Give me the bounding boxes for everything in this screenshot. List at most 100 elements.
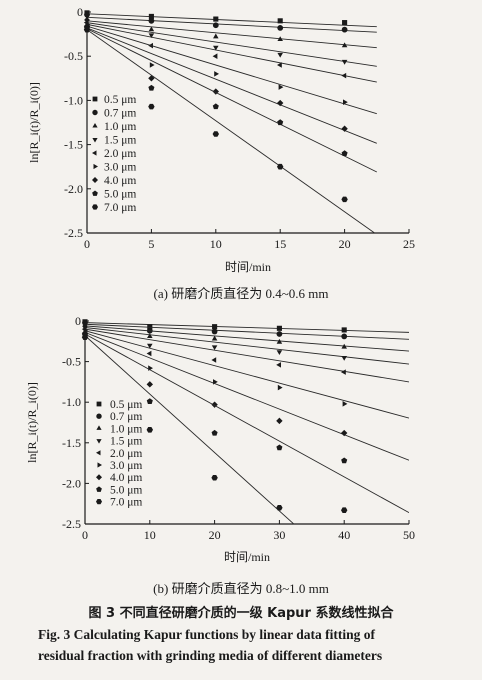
fit-line	[85, 325, 409, 352]
fit-line	[87, 22, 377, 67]
legend-label: 0.7 μm	[110, 411, 142, 423]
fit-line	[85, 330, 409, 419]
y-tick-label: -2.5	[62, 517, 81, 531]
data-point	[212, 53, 218, 59]
fit-line	[87, 23, 377, 83]
legend-label: 1.5 μm	[110, 436, 142, 448]
data-point	[148, 75, 155, 82]
panel-a-label: (a) 研磨介质直径为 0.4~0.6 mm	[153, 286, 329, 301]
data-point	[147, 324, 153, 330]
data-point	[341, 343, 347, 349]
data-point	[341, 72, 347, 79]
data-point	[276, 417, 283, 425]
legend-label: 2.0 μm	[104, 148, 136, 160]
fit-line	[87, 28, 377, 173]
y-axis-label: ln[R_i(t)/R_i(0)]	[25, 382, 39, 463]
legend-label: 4.0 μm	[110, 472, 142, 484]
legend-marker	[96, 486, 102, 492]
legend-marker	[96, 499, 102, 505]
x-tick-label: 50	[403, 528, 415, 542]
data-point	[214, 71, 219, 77]
figure-caption-chinese: 图 3 不同直径研磨介质的一级 Kapur 系数线性拟合	[88, 606, 394, 621]
x-tick-label: 5	[148, 237, 154, 251]
x-tick-label: 20	[209, 528, 221, 542]
data-point	[276, 350, 283, 356]
caption-en-line-2: residual fraction with grinding media of…	[38, 648, 383, 663]
fit-line	[87, 27, 377, 144]
y-tick-label: -0.5	[64, 49, 83, 63]
fit-line	[85, 328, 409, 383]
data-point	[148, 84, 155, 91]
legend-marker	[96, 413, 102, 419]
data-point	[341, 369, 346, 375]
legend-marker	[96, 425, 102, 430]
data-point	[212, 324, 218, 330]
legend-marker	[96, 450, 101, 456]
y-tick-label: -1.0	[64, 93, 83, 107]
legend-marker	[92, 123, 98, 128]
data-point	[278, 84, 284, 90]
data-point	[211, 335, 218, 341]
data-point	[277, 62, 282, 68]
legend-label: 7.0 μm	[104, 202, 136, 214]
legend-label: 0.5 μm	[110, 399, 142, 411]
data-point	[276, 362, 281, 368]
data-point	[341, 150, 348, 157]
data-point	[147, 333, 153, 339]
legend-label: 3.0 μm	[110, 460, 142, 472]
legend-label: 7.0 μm	[110, 497, 142, 509]
legend-label: 1.0 μm	[104, 121, 136, 133]
data-point	[147, 343, 153, 349]
legend-label: 1.5 μm	[104, 135, 136, 147]
data-point	[341, 457, 348, 464]
y-tick-label: 0	[75, 314, 81, 328]
data-point	[276, 325, 282, 331]
legend-label: 3.0 μm	[104, 162, 136, 174]
legend-marker	[97, 462, 102, 468]
legend-marker	[96, 401, 102, 407]
fit-line	[85, 331, 409, 461]
data-point	[342, 401, 348, 407]
legend-marker	[92, 204, 98, 210]
y-tick-label: -2.5	[64, 226, 83, 240]
data-point	[82, 321, 88, 327]
fit-line	[87, 16, 377, 33]
y-tick-label: -1.0	[62, 395, 81, 409]
data-point	[213, 16, 219, 22]
legend-marker	[92, 150, 97, 156]
x-tick-label: 10	[210, 237, 222, 251]
data-point	[343, 99, 348, 105]
x-axis-label: 时间/min	[224, 550, 270, 564]
fit-line	[85, 327, 409, 365]
legend-marker	[96, 474, 102, 481]
data-point	[148, 13, 154, 19]
data-point	[341, 125, 348, 132]
fit-line	[87, 29, 376, 233]
legend-label: 0.7 μm	[104, 108, 136, 120]
data-point	[148, 103, 155, 110]
legend-marker	[93, 163, 98, 170]
data-point	[276, 504, 283, 511]
data-point	[277, 163, 284, 170]
x-tick-label: 20	[339, 237, 351, 251]
fit-line	[87, 13, 377, 28]
y-tick-label: 0	[77, 5, 83, 19]
legend-label: 1.0 μm	[110, 423, 142, 435]
legend-label: 4.0 μm	[104, 175, 136, 187]
data-point	[84, 11, 90, 18]
data-point	[341, 327, 347, 333]
x-tick-label: 0	[82, 528, 88, 542]
y-tick-label: -1.5	[64, 138, 83, 152]
legend-marker	[92, 190, 98, 196]
data-point	[211, 474, 218, 481]
y-tick-label: -0.5	[62, 355, 81, 369]
x-tick-label: 40	[338, 528, 350, 542]
data-point	[146, 427, 153, 433]
data-point	[277, 384, 283, 391]
data-point	[341, 26, 348, 33]
data-point	[341, 59, 348, 65]
data-point	[81, 334, 89, 341]
data-point	[277, 18, 283, 24]
legend-marker	[92, 109, 98, 116]
